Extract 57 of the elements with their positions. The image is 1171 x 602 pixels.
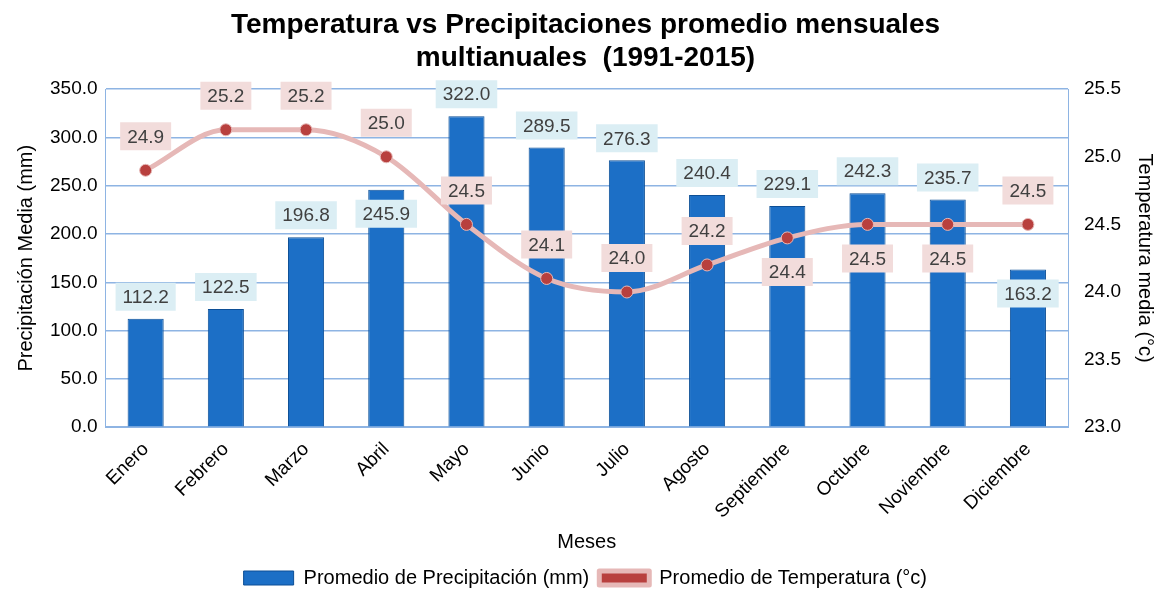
data-label: 24.9 — [127, 125, 165, 147]
y-tick-label: 100.0 — [50, 318, 98, 340]
point — [780, 231, 794, 245]
data-label: 122.5 — [202, 276, 250, 298]
data-label: 276.3 — [603, 127, 651, 149]
data-label: 196.8 — [282, 204, 330, 226]
point — [1021, 217, 1035, 231]
chart-title: Temperatura vs Precipitaciones promedio mensuales multianuales (1991-2015) — [230, 7, 941, 73]
y-axis-title: Precipitación Media (mm) — [13, 144, 36, 372]
y-tick-label: 200.0 — [50, 222, 98, 244]
y2-tick-label: 24.0 — [1084, 280, 1121, 302]
data-label: 322.0 — [442, 83, 491, 105]
point — [139, 163, 153, 177]
point — [459, 217, 473, 231]
data-label: 245.9 — [362, 202, 411, 224]
data-label: 242.3 — [843, 160, 892, 182]
point — [540, 271, 554, 285]
y-tick-label: 150.0 — [50, 270, 98, 292]
legend-label: Promedio de Precipitación (mm) — [303, 565, 590, 588]
data-label: 25.2 — [287, 84, 325, 106]
y2-tick-label: 23.5 — [1084, 347, 1121, 369]
data-label: 163.2 — [1004, 282, 1052, 304]
data-label: 24.5 — [447, 179, 485, 201]
y2-tick-label: 24.5 — [1084, 212, 1121, 234]
point — [941, 217, 955, 231]
x-tick-label: Julio — [590, 437, 634, 481]
point — [379, 150, 393, 164]
point — [219, 123, 233, 137]
y2-axis-title: Temperatura media (°c) — [1135, 153, 1158, 363]
y-tick-label: 250.0 — [50, 174, 98, 195]
x-axis-title: Meses — [557, 529, 617, 552]
data-label: 112.2 — [122, 286, 169, 308]
point — [620, 285, 634, 299]
data-label: 240.4 — [683, 162, 732, 184]
data-label: 24.5 — [849, 247, 886, 269]
data-label: 24.4 — [768, 261, 807, 283]
y-tick-label: 50.0 — [60, 367, 98, 389]
data-label: 24.1 — [528, 233, 566, 255]
data-label: 229.1 — [763, 173, 812, 195]
y-tick-label: 0.0 — [71, 415, 98, 437]
legend-label: Promedio de Temperatura (°c) — [659, 565, 928, 588]
point — [861, 217, 875, 231]
y2-tick-label: 25.5 — [1084, 77, 1121, 99]
y-tick-label: 350.0 — [50, 77, 98, 99]
y2-tick-label: 25.0 — [1084, 145, 1121, 167]
data-label: 235.7 — [923, 166, 972, 188]
data-label: 289.5 — [522, 114, 571, 136]
data-label: 24.2 — [688, 220, 726, 242]
point — [700, 258, 714, 272]
data-label: 24.5 — [1009, 179, 1047, 201]
data-label: 24.0 — [608, 247, 646, 269]
data-label: 25.2 — [207, 84, 245, 106]
point — [299, 123, 313, 137]
y2-tick-label: 23.0 — [1084, 415, 1121, 437]
data-label: 24.5 — [929, 247, 967, 269]
y-tick-label: 300.0 — [50, 125, 98, 147]
data-label: 25.0 — [367, 112, 405, 134]
